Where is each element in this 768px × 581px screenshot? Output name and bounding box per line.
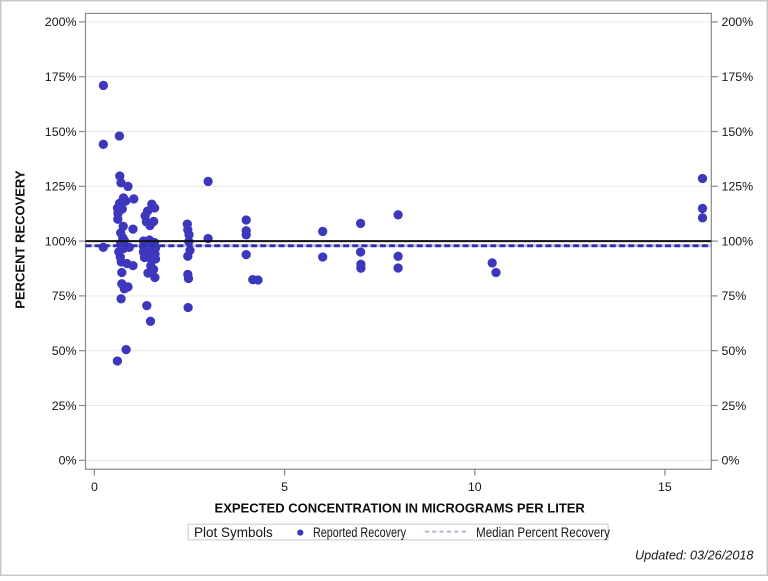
svg-text:125%: 125% [722,180,754,194]
svg-text:100%: 100% [45,234,77,248]
svg-text:0%: 0% [59,454,77,468]
svg-text:175%: 175% [722,70,754,84]
svg-text:125%: 125% [45,180,77,194]
svg-text:PERCENT RECOVERY: PERCENT RECOVERY [13,170,28,309]
svg-text:75%: 75% [722,289,747,303]
svg-text:25%: 25% [722,399,747,413]
svg-text:50%: 50% [722,344,747,358]
svg-text:Reported Recovery: Reported Recovery [313,525,406,540]
svg-text:15: 15 [658,480,672,494]
svg-text:200%: 200% [722,15,754,29]
svg-text:0%: 0% [722,454,740,468]
svg-text:Updated: 03/26/2018: Updated: 03/26/2018 [635,548,754,562]
svg-text:200%: 200% [45,15,77,29]
svg-text:25%: 25% [52,399,77,413]
svg-text:EXPECTED CONCENTRATION IN MICR: EXPECTED CONCENTRATION IN MICROGRAMS PER… [215,501,586,516]
svg-text:Plot Symbols: Plot Symbols [194,525,273,540]
svg-text:150%: 150% [45,125,77,139]
svg-text:150%: 150% [722,125,754,139]
svg-text:5: 5 [281,480,288,494]
svg-text:10: 10 [468,480,482,494]
svg-text:0: 0 [91,480,98,494]
svg-text:175%: 175% [45,70,77,84]
svg-text:50%: 50% [52,344,77,358]
svg-text:100%: 100% [722,234,754,248]
svg-text:75%: 75% [52,289,77,303]
svg-text:Median Percent Recovery: Median Percent Recovery [476,525,610,540]
